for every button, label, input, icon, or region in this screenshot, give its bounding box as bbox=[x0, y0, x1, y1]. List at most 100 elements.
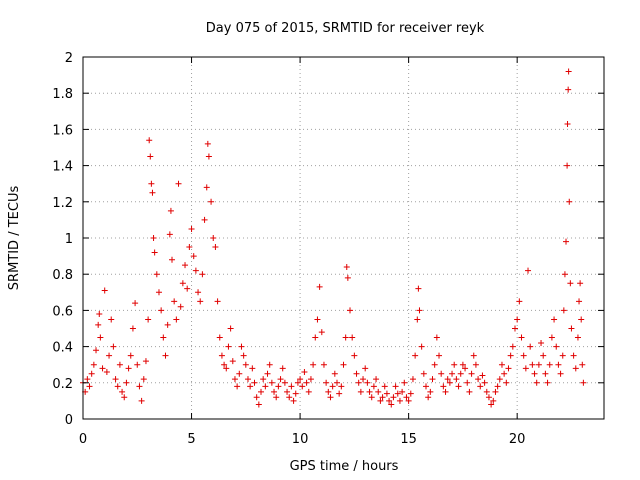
data-point bbox=[516, 298, 523, 305]
data-point bbox=[175, 180, 182, 187]
data-point bbox=[563, 238, 570, 245]
data-point bbox=[238, 343, 245, 350]
data-point bbox=[446, 379, 453, 386]
data-point bbox=[325, 388, 332, 395]
x-axis-ticks: 0 5 10 15 20 bbox=[79, 57, 525, 447]
data-point bbox=[299, 383, 306, 390]
data-point bbox=[244, 376, 251, 383]
y-axis-ticks: 0 0.2 0.4 0.6 0.8 1 1.2 1.4 1.6 1.8 2 bbox=[52, 51, 604, 428]
data-point bbox=[436, 352, 443, 359]
data-point bbox=[449, 370, 456, 377]
data-point bbox=[149, 189, 156, 196]
data-point bbox=[444, 376, 451, 383]
data-point bbox=[138, 397, 145, 404]
data-point bbox=[251, 379, 258, 386]
y-tick-label: 0.4 bbox=[52, 341, 73, 356]
data-point bbox=[527, 343, 534, 350]
data-point bbox=[249, 365, 256, 372]
data-point bbox=[173, 316, 180, 323]
data-point bbox=[566, 198, 573, 205]
data-point bbox=[483, 388, 490, 395]
data-point bbox=[132, 300, 139, 307]
x-axis-label: GPS time / hours bbox=[290, 459, 399, 474]
data-point bbox=[468, 370, 475, 377]
data-point bbox=[466, 388, 473, 395]
data-point bbox=[580, 379, 587, 386]
data-point bbox=[96, 311, 103, 318]
data-point bbox=[95, 321, 102, 328]
data-point bbox=[106, 352, 113, 359]
data-point bbox=[533, 379, 540, 386]
data-point bbox=[368, 394, 375, 401]
data-point bbox=[390, 394, 397, 401]
data-point bbox=[210, 235, 217, 241]
data-point bbox=[572, 365, 579, 372]
data-point bbox=[555, 361, 562, 368]
data-point bbox=[329, 383, 336, 390]
data-point bbox=[190, 253, 197, 260]
data-point bbox=[565, 68, 572, 75]
data-point bbox=[253, 394, 260, 401]
data-point bbox=[284, 388, 291, 395]
data-point bbox=[286, 394, 293, 401]
data-point bbox=[540, 352, 547, 359]
data-point bbox=[496, 376, 503, 383]
data-point bbox=[422, 383, 429, 390]
data-point bbox=[560, 307, 567, 314]
x-tick-label: 10 bbox=[292, 432, 309, 447]
data-point bbox=[140, 376, 147, 383]
data-point bbox=[121, 394, 128, 401]
data-point bbox=[559, 352, 566, 359]
data-point bbox=[166, 231, 173, 238]
data-point bbox=[498, 361, 505, 368]
data-point bbox=[162, 352, 169, 359]
data-point bbox=[388, 401, 395, 408]
data-point bbox=[578, 316, 585, 323]
data-point bbox=[182, 262, 189, 269]
data-point bbox=[336, 390, 343, 397]
data-point bbox=[242, 361, 249, 368]
data-point bbox=[370, 383, 377, 390]
data-point bbox=[127, 352, 134, 359]
data-point bbox=[546, 361, 553, 368]
data-point bbox=[103, 368, 110, 375]
data-point bbox=[551, 316, 558, 323]
data-point bbox=[494, 383, 501, 390]
data-point bbox=[362, 365, 369, 372]
data-point bbox=[442, 388, 449, 395]
data-point bbox=[538, 339, 545, 346]
data-point bbox=[509, 343, 516, 350]
data-point bbox=[414, 316, 421, 323]
y-tick-label: 0.8 bbox=[52, 268, 73, 283]
data-point bbox=[234, 383, 241, 390]
data-point bbox=[150, 235, 157, 241]
y-tick-label: 1.4 bbox=[52, 160, 73, 175]
data-point bbox=[396, 397, 403, 404]
data-point bbox=[167, 207, 174, 214]
data-point bbox=[264, 370, 271, 377]
data-point bbox=[453, 376, 460, 383]
y-tick-label: 2 bbox=[65, 51, 73, 66]
data-point bbox=[507, 352, 514, 359]
data-point bbox=[520, 352, 527, 359]
data-point bbox=[565, 86, 572, 93]
data-point bbox=[579, 361, 586, 368]
data-point bbox=[485, 394, 492, 401]
data-point bbox=[147, 153, 154, 160]
data-point bbox=[488, 401, 495, 408]
data-point bbox=[501, 370, 508, 377]
data-point bbox=[490, 397, 497, 404]
y-tick-label: 0.2 bbox=[52, 377, 73, 392]
y-tick-label: 1.2 bbox=[52, 196, 73, 211]
data-point bbox=[160, 334, 167, 341]
data-point bbox=[101, 287, 108, 294]
data-point bbox=[158, 307, 165, 314]
data-point bbox=[275, 383, 282, 390]
data-point bbox=[192, 267, 199, 274]
data-point bbox=[307, 376, 314, 383]
data-point bbox=[475, 376, 482, 383]
data-point bbox=[171, 298, 178, 305]
data-point bbox=[383, 390, 390, 397]
data-point bbox=[568, 325, 575, 332]
data-point bbox=[505, 365, 512, 372]
